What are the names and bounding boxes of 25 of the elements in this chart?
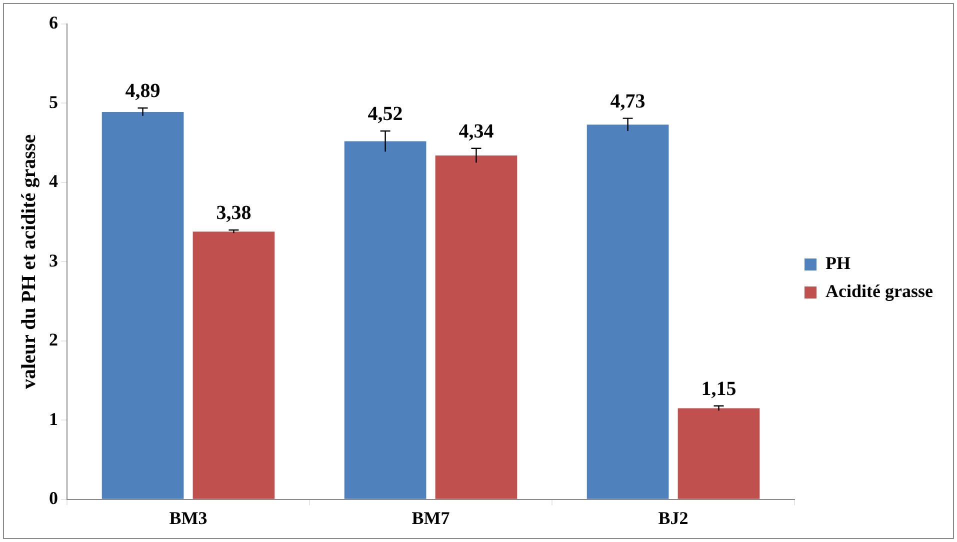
data-label: 3,38 <box>216 202 252 224</box>
y-tick-label: 6 <box>49 12 58 33</box>
data-label: 4,89 <box>125 80 160 102</box>
bar <box>435 156 518 499</box>
bar <box>192 232 275 499</box>
legend-label: Acidité grasse <box>826 281 934 302</box>
data-label: 4,34 <box>458 120 494 143</box>
bar <box>102 112 184 499</box>
y-tick-label: 0 <box>49 488 58 508</box>
y-tick-label: 5 <box>49 92 58 112</box>
bar <box>586 124 669 499</box>
data-label: 4,73 <box>610 90 646 112</box>
x-tick-label: BM3 <box>169 508 208 528</box>
bar <box>678 408 760 499</box>
y-tick-label: 4 <box>49 171 58 192</box>
data-label: 1,15 <box>701 378 736 400</box>
x-tick-label: BM7 <box>412 508 450 528</box>
y-tick-label: 1 <box>49 408 58 429</box>
bar <box>344 141 426 499</box>
y-tick-label: 3 <box>49 250 58 270</box>
y-axis-title: valeur du PH et acidité grasse <box>18 134 40 390</box>
x-tick-label: BJ2 <box>658 508 688 528</box>
y-tick-label: 2 <box>49 330 58 350</box>
legend-label: PH <box>826 253 851 274</box>
data-label: 4,52 <box>368 103 403 126</box>
